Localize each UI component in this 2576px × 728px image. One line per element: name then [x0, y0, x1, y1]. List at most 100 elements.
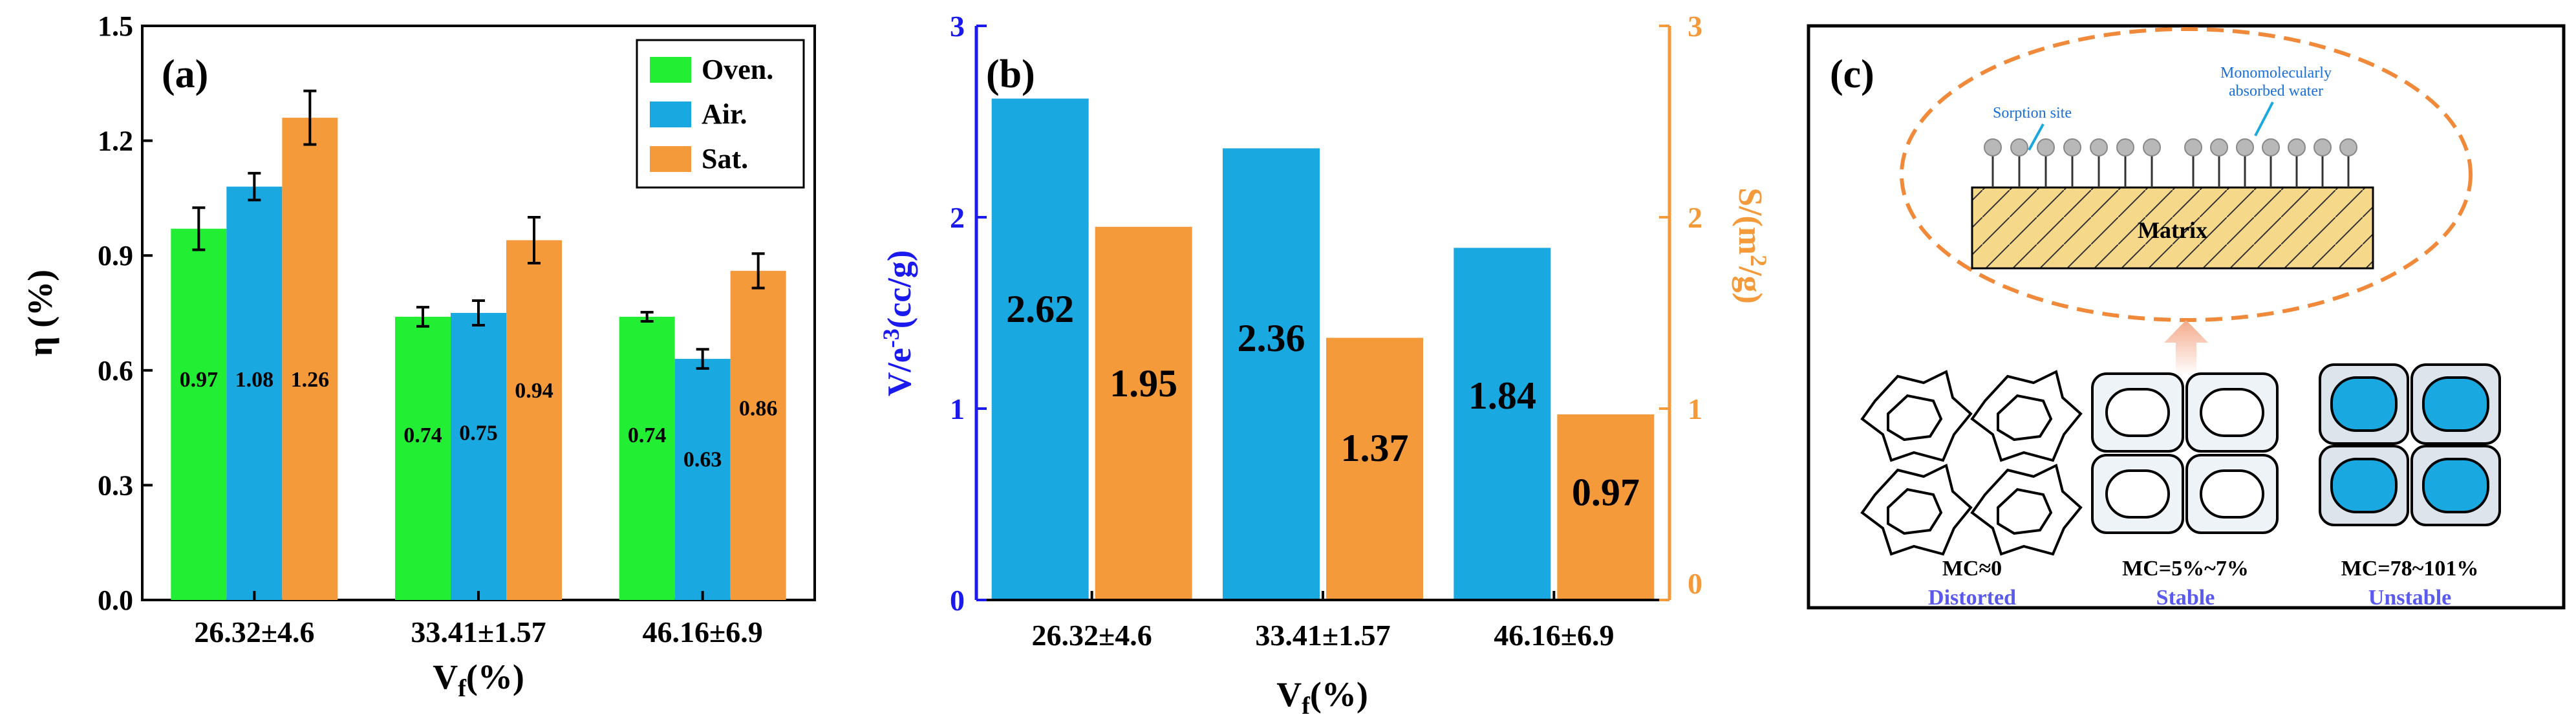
y-tick-label: 0.6	[98, 355, 133, 387]
legend-swatch-sat	[650, 146, 691, 172]
site-dot	[2339, 138, 2357, 156]
left-tick-label: 2	[950, 201, 965, 234]
stable-lumen	[2200, 388, 2264, 437]
data-label: 0.74	[628, 423, 667, 447]
data-label: 0.75	[459, 421, 498, 445]
legend-swatch-air	[650, 102, 691, 127]
state-name-distorted: Distorted	[1928, 586, 2016, 610]
bar-s	[1095, 226, 1192, 600]
right-tick-label: 1	[1688, 392, 1702, 425]
x-tick-label: 33.41±1.57	[411, 616, 546, 648]
distorted-cell	[1997, 487, 2053, 535]
data-label: 0.74	[403, 423, 442, 447]
data-label: 0.86	[739, 397, 778, 421]
y-tick-label: 1.5	[98, 10, 133, 42]
y-tick-label: 0.9	[98, 240, 133, 272]
panel-b-bars: 2.62 1.95 2.36 1.37 1.84 0.97	[991, 98, 1655, 601]
bar-v	[1223, 148, 1320, 600]
bar-v	[991, 98, 1089, 601]
legend-label-air: Air.	[702, 98, 747, 130]
distorted-cell	[1887, 394, 1943, 442]
site-dot	[2313, 138, 2332, 156]
state-mc-stable: MC=5%~7%	[2122, 557, 2249, 581]
panel-a-x-axis-label: Vf(%)	[433, 658, 524, 702]
left-tick-label: 3	[950, 10, 965, 43]
unstable-cells	[2319, 363, 2501, 526]
panel-c: (c) Matrix Sorption site Monomolecularly…	[1807, 24, 2566, 610]
site-dot	[2210, 138, 2228, 156]
legend-swatch-oven	[650, 57, 691, 83]
panel-b-left-ticks: 0 1 2 3	[950, 10, 987, 617]
unstable-lumen	[2330, 376, 2398, 432]
panel-b: (b) 2.62 1.95 2.36 1.37 1.84 0.97 0 1 2 3 0 1 2 3 2…	[878, 10, 1772, 720]
distorted-cell	[1887, 487, 1943, 535]
site-dot	[2262, 138, 2280, 156]
bar-sat	[506, 240, 562, 600]
panel-b-label: (b)	[986, 52, 1035, 96]
panel-a-y-axis-label: η (%)	[21, 270, 59, 356]
bar-air	[674, 359, 731, 600]
unstable-lumen	[2422, 458, 2489, 513]
mono-label-line2: absorbed water	[2229, 83, 2323, 100]
unstable-lumen	[2422, 376, 2489, 432]
panel-a: (a) 0.97 1.08 1.26 0.74 0.75 0.94 0.74 0.63 0.86…	[21, 10, 816, 702]
x-tick-label: 33.41±1.57	[1255, 619, 1390, 652]
sorption-sites	[1984, 138, 2357, 187]
panel-c-label: (c)	[1830, 52, 1874, 96]
unstable-lumen	[2330, 458, 2398, 513]
panel-a-legend: Oven. Air. Sat.	[636, 39, 805, 189]
bar-sat	[730, 270, 786, 600]
data-label: 0.63	[683, 448, 722, 472]
data-label: 2.36	[1238, 317, 1305, 359]
site-dot	[2116, 138, 2134, 156]
right-tick-label: 2	[1688, 201, 1702, 234]
site-dot	[2037, 138, 2055, 156]
panel-a-y-ticks: 0.0 0.3 0.6 0.9 1.2 1.5	[98, 10, 153, 616]
distorted-cells	[1860, 370, 2083, 556]
state-name-unstable: Unstable	[2368, 586, 2451, 610]
site-dot	[2090, 138, 2108, 156]
bar-oven	[395, 316, 451, 600]
panel-a-x-ticks: 26.32±4.6 33.41±1.57 46.16±6.9	[194, 591, 763, 648]
x-tick-label: 26.32±4.6	[194, 616, 314, 648]
data-label: 1.95	[1110, 362, 1177, 405]
mono-pointer	[2254, 102, 2274, 136]
stable-lumen	[2105, 388, 2170, 437]
bar-s	[1557, 414, 1655, 600]
matrix-block	[1971, 186, 2374, 270]
site-dot	[2236, 138, 2254, 156]
mono-label-line1: Monomolecularly	[2220, 65, 2332, 81]
bar-sat	[282, 118, 338, 600]
state-name-stable: Stable	[2156, 586, 2215, 610]
data-label: 0.94	[515, 379, 553, 403]
y-tick-label: 0.3	[98, 469, 133, 501]
data-label: 1.84	[1468, 374, 1536, 417]
stable-lumen	[2105, 469, 2170, 519]
sorption-site-pointer	[2028, 123, 2045, 151]
x-tick-label: 26.32±4.6	[1032, 619, 1152, 652]
panel-b-right-ticks: 0 1 2 3	[1659, 10, 1702, 601]
y-tick-label: 0.0	[98, 584, 133, 616]
panel-b-x-ticks: 26.32±4.6 33.41±1.57 46.16±6.9	[1032, 591, 1614, 652]
bar-s	[1326, 337, 1423, 600]
sorption-site-label: Sorption site	[1993, 105, 2072, 122]
bar-v	[1454, 248, 1551, 600]
data-label: 1.08	[235, 368, 274, 392]
left-tick-label: 1	[950, 392, 965, 425]
x-tick-label: 46.16±6.9	[1494, 619, 1614, 652]
state-mc-distorted: MC≈0	[1942, 557, 2002, 581]
right-tick-label: 3	[1688, 10, 1702, 43]
legend-label-sat: Sat.	[702, 143, 748, 175]
data-label: 2.62	[1006, 288, 1074, 330]
stable-cells	[2091, 372, 2279, 534]
right-tick-label: 0	[1688, 567, 1702, 600]
state-mc-unstable: MC=78~101%	[2341, 557, 2479, 581]
matrix-label: Matrix	[2138, 217, 2207, 243]
panel-b-x-axis-label: Vf(%)	[1276, 675, 1368, 720]
left-tick-label: 0	[950, 584, 965, 617]
bar-air	[451, 313, 506, 600]
y-tick-label: 1.2	[98, 125, 133, 157]
site-dot	[2063, 138, 2081, 156]
data-label: 0.97	[180, 368, 219, 392]
data-label: 1.37	[1341, 427, 1409, 469]
